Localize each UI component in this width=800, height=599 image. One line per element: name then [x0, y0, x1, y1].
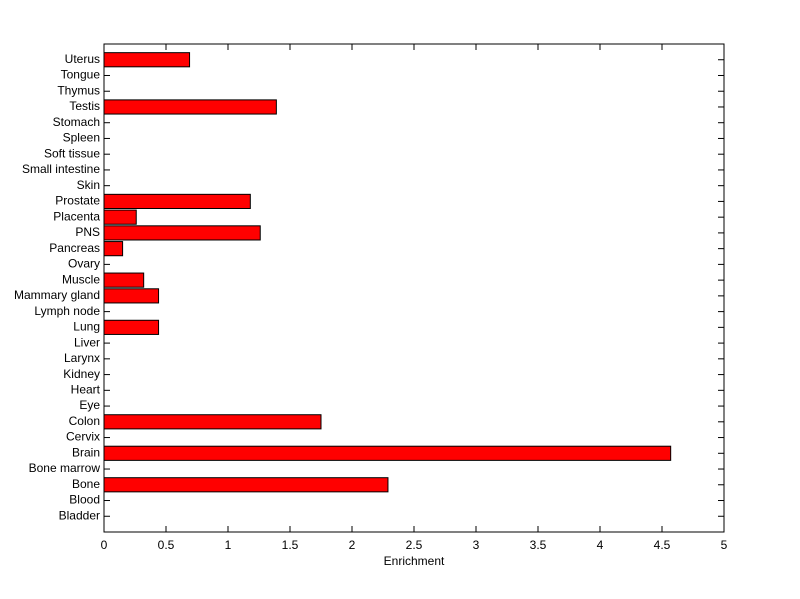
x-axis-label: Enrichment: [384, 554, 445, 568]
y-tick-label: Cervix: [66, 430, 100, 444]
y-tick-label: Spleen: [63, 131, 100, 145]
y-tick-label: Bone marrow: [29, 461, 101, 475]
x-tick-label: 0: [101, 538, 108, 552]
x-tick-label: 4: [597, 538, 604, 552]
y-tick-label: Heart: [71, 382, 101, 396]
y-tick-label: Lymph node: [34, 304, 100, 318]
y-tick-label: Prostate: [55, 194, 100, 208]
y-tick-label: Pancreas: [49, 241, 100, 255]
y-tick-label: Thymus: [57, 83, 100, 97]
y-tick-label: Brain: [72, 445, 100, 459]
bar: [103, 272, 145, 288]
y-tick-label: Bone: [72, 477, 100, 491]
bar: [103, 209, 137, 225]
bar: [103, 414, 322, 430]
x-tick-label: 2.5: [406, 538, 423, 552]
bar: [103, 52, 191, 68]
plot-frame: [103, 43, 725, 533]
x-tick-label: 0.5: [158, 538, 175, 552]
bar: [103, 477, 389, 493]
y-tick-label: Soft tissue: [44, 146, 100, 160]
y-tick-label: Skin: [77, 178, 100, 192]
bar: [103, 445, 672, 461]
x-tick-label: 1.5: [282, 538, 299, 552]
y-tick-label: Bladder: [59, 508, 100, 522]
x-tick-label: 3: [473, 538, 480, 552]
y-tick-label: Colon: [69, 414, 100, 428]
y-tick-label: Stomach: [53, 115, 100, 129]
y-tick-label: Placenta: [53, 209, 100, 223]
y-tick-label: Blood: [69, 493, 100, 507]
y-tick-label: Lung: [73, 320, 100, 334]
y-tick-label: Larynx: [64, 351, 100, 365]
y-tick-label: Small intestine: [22, 162, 100, 176]
y-tick-label: Uterus: [65, 52, 100, 66]
y-tick-label: Liver: [74, 335, 100, 349]
y-tick-label: Testis: [69, 99, 100, 113]
y-tick-label: Eye: [79, 398, 100, 412]
x-tick-label: 3.5: [530, 538, 547, 552]
y-tick-label: PNS: [75, 225, 100, 239]
bar: [103, 241, 124, 257]
y-tick-label: Kidney: [63, 367, 100, 381]
x-tick-label: 4.5: [654, 538, 671, 552]
bar: [103, 193, 251, 210]
x-tick-label: 5: [721, 538, 728, 552]
bar: [103, 99, 277, 115]
bar: [103, 225, 261, 241]
y-tick-label: Muscle: [62, 272, 100, 286]
bar: [103, 288, 160, 304]
y-tick-label: Ovary: [68, 257, 100, 271]
y-tick-label: Tongue: [61, 68, 101, 82]
x-tick-label: 2: [349, 538, 356, 552]
x-tick-label: 1: [225, 538, 232, 552]
bar: [103, 319, 160, 335]
y-tick-label: Mammary gland: [14, 288, 100, 302]
